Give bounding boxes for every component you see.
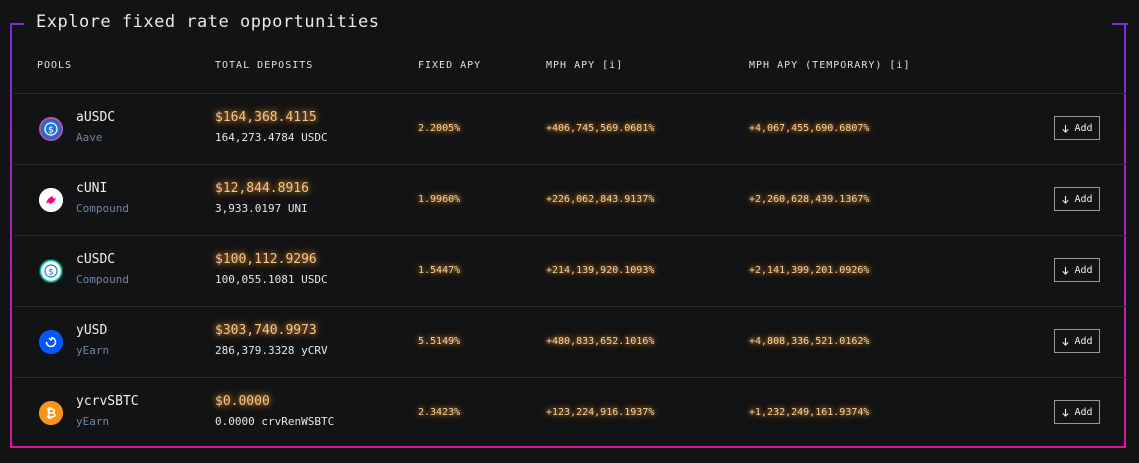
add-button-label: Add: [1074, 122, 1093, 134]
table-row: ₿ ycrvSBTC yEarn $0.0000 0.0000 crvRenWS…: [14, 378, 1126, 448]
header-pools: POOLS: [37, 60, 73, 71]
add-button[interactable]: Add: [1054, 116, 1100, 140]
pool-protocol: Compound: [76, 273, 129, 286]
deposit-usd: $100,112.9296: [215, 252, 317, 267]
add-button-label: Add: [1074, 193, 1093, 205]
fixed-apy: 1.9960%: [418, 194, 461, 205]
deposit-token: 0.0000 crvRenWSBTC: [215, 415, 335, 428]
svg-text:₿: ₿: [46, 407, 57, 422]
pools-table: POOLS TOTAL DEPOSITS FIXED APY MPH APY […: [14, 40, 1126, 448]
ausdc-icon: $: [39, 117, 63, 141]
deposit-token: 3,933.0197 UNI: [215, 202, 308, 215]
pool-name: cUSDC: [76, 252, 116, 267]
table-row: $ cUSDC Compound $100,112.9296 100,055.1…: [14, 236, 1126, 307]
deposit-token: 164,273.4784 USDC: [215, 131, 328, 144]
frame-corner-left: [10, 23, 24, 25]
table-row: yUSD yEarn $303,740.9973 286,379.3328 yC…: [14, 307, 1126, 378]
add-button-label: Add: [1074, 335, 1093, 347]
mph-apy-temporary: +2,260,628,439.1367%: [749, 194, 870, 205]
deposit-usd: $0.0000: [215, 394, 270, 409]
mph-apy: +214,139,920.1093%: [546, 265, 655, 276]
add-button-label: Add: [1074, 406, 1093, 418]
table-header: POOLS TOTAL DEPOSITS FIXED APY MPH APY […: [14, 40, 1126, 94]
fixed-apy: 1.5447%: [418, 265, 461, 276]
deposit-usd: $12,844.8916: [215, 181, 309, 196]
svg-text:$: $: [48, 126, 54, 136]
pool-name: cUNI: [76, 181, 108, 196]
deposit-token: 286,379.3328 yCRV: [215, 344, 328, 357]
add-button[interactable]: Add: [1054, 329, 1100, 353]
fixed-apy: 2.2005%: [418, 123, 461, 134]
deposit-usd: $164,368.4115: [215, 110, 317, 125]
add-button[interactable]: Add: [1054, 258, 1100, 282]
uni-icon: [39, 188, 63, 212]
header-mph-apy[interactable]: MPH APY [i]: [546, 60, 624, 71]
pool-protocol: yEarn: [76, 415, 110, 428]
header-total-deposits: TOTAL DEPOSITS: [215, 60, 314, 71]
arrow-down-icon: [1062, 195, 1070, 204]
mph-apy-temporary: +4,067,455,690.6807%: [749, 123, 870, 134]
mph-apy-temporary: +1,232,249,161.9374%: [749, 407, 870, 418]
mph-apy: +480,833,652.1016%: [546, 336, 655, 347]
mph-apy: +123,224,916.1937%: [546, 407, 655, 418]
svg-text:$: $: [48, 268, 54, 278]
arrow-down-icon: [1062, 124, 1070, 133]
table-row: cUNI Compound $12,844.8916 3,933.0197 UN…: [14, 165, 1126, 236]
add-button[interactable]: Add: [1054, 400, 1100, 424]
header-fixed-apy: FIXED APY: [418, 60, 482, 71]
pool-protocol: Compound: [76, 202, 129, 215]
pool-name: ycrvSBTC: [76, 394, 139, 409]
mph-apy: +406,745,569.0681%: [546, 123, 655, 134]
mph-apy-temporary: +4,808,336,521.0162%: [749, 336, 870, 347]
fixed-apy: 2.3423%: [418, 407, 461, 418]
header-mph-apy-temporary[interactable]: MPH APY (TEMPORARY) [i]: [749, 60, 911, 71]
frame-corner-right: [1112, 23, 1128, 25]
arrow-down-icon: [1062, 266, 1070, 275]
mph-apy: +226,062,843.9137%: [546, 194, 655, 205]
pool-protocol: Aave: [76, 131, 103, 144]
add-button[interactable]: Add: [1054, 187, 1100, 211]
arrow-down-icon: [1062, 337, 1070, 346]
mph-apy-temporary: +2,141,399,201.0926%: [749, 265, 870, 276]
arrow-down-icon: [1062, 408, 1070, 417]
pool-protocol: yEarn: [76, 344, 110, 357]
section-title: Explore fixed rate opportunities: [36, 12, 380, 32]
yearn-icon: [39, 330, 63, 354]
pool-name: yUSD: [76, 323, 108, 338]
add-button-label: Add: [1074, 264, 1093, 276]
deposit-usd: $303,740.9973: [215, 323, 317, 338]
fixed-apy: 5.5149%: [418, 336, 461, 347]
table-row: $ aUSDC Aave $164,368.4115 164,273.4784 …: [14, 94, 1126, 165]
pool-name: aUSDC: [76, 110, 116, 125]
cusdc-icon: $: [39, 259, 63, 283]
bitcoin-icon: ₿: [39, 401, 63, 425]
deposit-token: 100,055.1081 USDC: [215, 273, 328, 286]
